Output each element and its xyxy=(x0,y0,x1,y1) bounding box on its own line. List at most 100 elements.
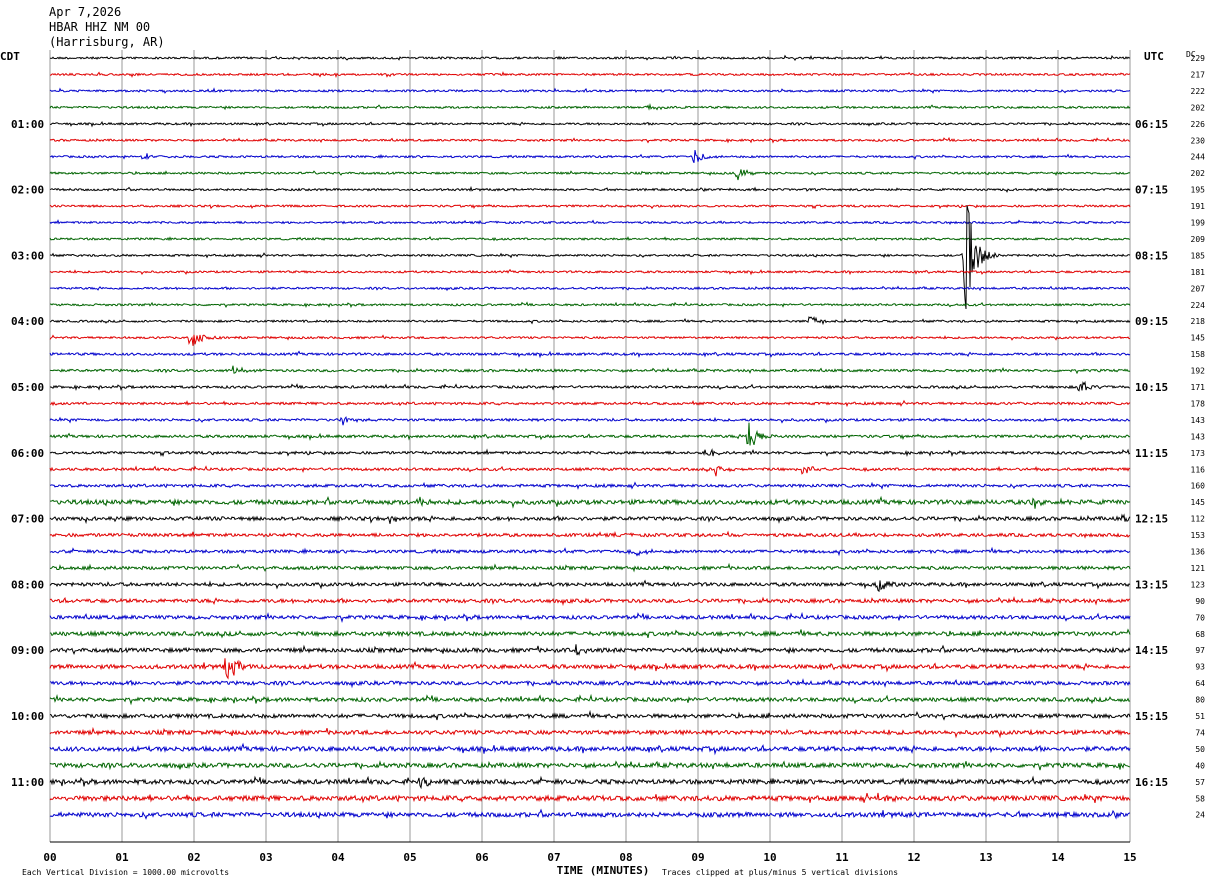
cdt-hour-label: 05:00 xyxy=(11,381,44,394)
trace-41 xyxy=(49,709,1131,721)
utc-hour-label: 15:15 xyxy=(1135,710,1168,723)
x-tick-label: 06 xyxy=(475,851,489,864)
utc-hour-label: 10:15 xyxy=(1135,381,1168,394)
trace-6 xyxy=(49,136,1131,144)
trace-47 xyxy=(49,808,1131,820)
dc-offset-label: 97 xyxy=(1195,646,1205,655)
trace-42 xyxy=(49,726,1131,739)
footer-scale-note: Each Vertical Division = 1000.00 microvo… xyxy=(22,868,229,877)
trace-31 xyxy=(49,546,1131,557)
dc-offset-label: 158 xyxy=(1191,350,1206,359)
dc-offset-label: 68 xyxy=(1195,630,1205,639)
station-code: HBAR HHZ NM 00 xyxy=(49,20,150,34)
utc-hour-label: 13:15 xyxy=(1135,578,1168,591)
dc-offset-label: 90 xyxy=(1195,597,1205,606)
trace-19 xyxy=(49,350,1131,359)
utc-hour-label: 06:15 xyxy=(1135,118,1168,131)
trace-15 xyxy=(49,285,1130,292)
dc-offset-label: 24 xyxy=(1195,811,1205,820)
dc-offset-label: 123 xyxy=(1191,580,1206,589)
trace-5 xyxy=(49,120,1131,128)
dc-offset-label: 173 xyxy=(1191,449,1206,458)
trace-40 xyxy=(49,693,1131,706)
cdt-hour-label: 11:00 xyxy=(11,776,44,789)
x-tick-label: 05 xyxy=(403,851,416,864)
trace-16 xyxy=(49,301,1131,309)
dc-offset-label: 116 xyxy=(1191,465,1206,474)
cdt-hour-label: 04:00 xyxy=(11,315,44,328)
utc-hour-label: 11:15 xyxy=(1135,447,1168,460)
trace-21 xyxy=(49,380,1131,392)
dc-offset-label: 160 xyxy=(1191,482,1206,491)
dc-offset-label: 143 xyxy=(1191,432,1206,441)
trace-1 xyxy=(50,54,1131,62)
trace-30 xyxy=(49,530,1131,539)
trace-20 xyxy=(49,365,1131,375)
seismic-traces xyxy=(49,54,1131,820)
x-tick-label: 04 xyxy=(331,851,345,864)
dc-offset-label: 218 xyxy=(1191,317,1206,326)
utc-hour-label: 09:15 xyxy=(1135,315,1168,328)
trace-8 xyxy=(49,169,1131,181)
dc-offset-label: 185 xyxy=(1191,251,1206,260)
x-tick-label: 00 xyxy=(43,851,56,864)
trace-2 xyxy=(50,71,1131,79)
utc-hour-label: 07:15 xyxy=(1135,184,1168,197)
dc-offset-label: 178 xyxy=(1191,399,1206,408)
trace-46 xyxy=(49,792,1131,804)
left-timezone: CDT xyxy=(0,50,20,63)
trace-24 xyxy=(49,422,1131,446)
dc-offset-label: 230 xyxy=(1191,136,1206,145)
dc-offset-label: 229 xyxy=(1191,54,1206,63)
trace-22 xyxy=(49,399,1131,408)
x-tick-label: 12 xyxy=(907,851,920,864)
dc-offset-label: 192 xyxy=(1191,367,1206,376)
dc-offset-label: 191 xyxy=(1191,202,1206,211)
dc-offset-label: 74 xyxy=(1195,728,1205,737)
right-timezone: UTC xyxy=(1144,50,1164,63)
dc-offset-label: 222 xyxy=(1191,87,1206,96)
trace-14 xyxy=(49,268,1131,276)
trace-12 xyxy=(49,235,1131,242)
dc-offset-label: 136 xyxy=(1191,548,1206,557)
trace-35 xyxy=(49,611,1131,623)
trace-44 xyxy=(49,760,1131,771)
dc-header: DC xyxy=(1186,50,1196,59)
dc-offset-label: 226 xyxy=(1191,120,1206,129)
trace-7 xyxy=(49,150,1131,164)
trace-27 xyxy=(49,481,1131,490)
cdt-hour-label: 07:00 xyxy=(11,513,44,526)
utc-hour-label: 14:15 xyxy=(1135,644,1168,657)
trace-32 xyxy=(49,562,1131,573)
dc-offset-label: 217 xyxy=(1191,70,1206,79)
footer-clip-note: Traces clipped at plus/minus 5 vertical … xyxy=(662,868,898,877)
x-tick-label: 01 xyxy=(115,851,129,864)
dc-offset-labels: 229 217 222 202 226 230 244 202 195 191 199 209 185 1… xyxy=(1191,54,1206,820)
dc-offset-label: 70 xyxy=(1195,613,1205,622)
cdt-hour-label: 09:00 xyxy=(11,644,44,657)
utc-hour-label: 08:15 xyxy=(1135,249,1168,262)
trace-18 xyxy=(49,334,1131,346)
dc-offset-label: 209 xyxy=(1191,235,1206,244)
trace-34 xyxy=(49,596,1130,607)
x-tick-label: 03 xyxy=(259,851,272,864)
x-tick-label: 14 xyxy=(1051,851,1065,864)
dc-offset-label: 181 xyxy=(1191,268,1206,277)
dc-offset-label: 244 xyxy=(1191,153,1206,162)
minute-grid xyxy=(49,50,1131,843)
dc-offset-label: 58 xyxy=(1195,794,1205,803)
trace-23 xyxy=(49,416,1131,426)
x-tick-label: 10 xyxy=(763,851,776,864)
trace-17 xyxy=(49,316,1131,326)
cdt-hour-label: 03:00 xyxy=(11,249,44,262)
trace-39 xyxy=(49,678,1131,689)
x-tick-label: 15 xyxy=(1123,851,1136,864)
cdt-hour-label: 02:00 xyxy=(11,184,44,197)
trace-10 xyxy=(49,203,1131,210)
trace-29 xyxy=(49,513,1131,525)
trace-36 xyxy=(49,628,1131,639)
cdt-hour-label: 08:00 xyxy=(11,578,44,591)
trace-11 xyxy=(49,219,1131,225)
dc-offset-label: 199 xyxy=(1191,219,1206,228)
dc-offset-label: 57 xyxy=(1195,778,1205,787)
